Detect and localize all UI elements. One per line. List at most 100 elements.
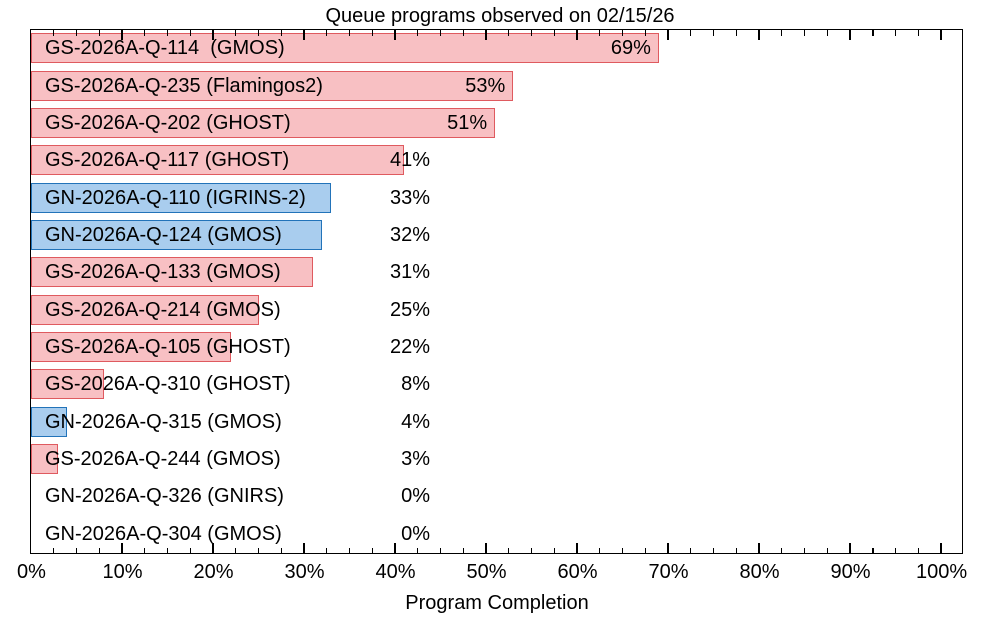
x-axis-tick — [326, 30, 328, 36]
x-axis-tick — [417, 547, 419, 553]
x-axis-tick — [712, 30, 715, 36]
x-axis-tick — [348, 30, 351, 36]
x-axis-tick — [235, 30, 237, 36]
x-axis-tick — [303, 30, 305, 40]
x-axis-tick — [803, 30, 806, 36]
x-axis-tick — [326, 547, 328, 553]
value-label: 0% — [401, 522, 430, 545]
x-axis-tick — [166, 30, 169, 36]
x-axis-tick — [826, 30, 828, 36]
x-axis-label: Program Completion — [405, 592, 589, 614]
x-axis-tick — [280, 30, 282, 36]
value-label: 41% — [389, 149, 430, 172]
bar — [31, 107, 496, 138]
x-axis-tick — [280, 547, 282, 553]
x-axis-tick — [576, 543, 578, 553]
x-axis-tick — [872, 547, 874, 553]
x-axis-tick — [644, 547, 646, 553]
value-label: 4% — [401, 410, 430, 433]
x-axis-tick — [644, 30, 646, 36]
x-axis-tick — [462, 30, 464, 36]
x-axis-tick — [485, 543, 487, 553]
x-axis-tick — [599, 547, 601, 553]
x-axis-tick — [576, 30, 578, 40]
x-axis-tick — [121, 543, 123, 553]
value-label: 53% — [465, 74, 506, 97]
x-axis-tick — [781, 547, 783, 553]
bar-label: GS-2026A-Q-117 (GHOST) — [45, 149, 290, 172]
bar-label: GS-2026A-Q-310 (GHOST) — [45, 373, 291, 396]
x-axis-tick — [485, 30, 487, 40]
x-axis-tick — [735, 30, 737, 36]
x-axis-tick — [553, 30, 555, 36]
x-axis-tick — [621, 547, 624, 553]
x-axis-tick — [803, 547, 806, 553]
value-label: 8% — [401, 373, 430, 396]
x-axis-tick — [462, 547, 464, 553]
bar — [31, 145, 405, 176]
x-axis-tick — [690, 30, 692, 36]
x-axis-tick — [530, 30, 533, 36]
value-label: 69% — [610, 37, 651, 60]
x-axis-tick — [894, 547, 897, 553]
chart-title: Queue programs observed on 02/15/26 — [325, 5, 675, 27]
x-axis-tick — [257, 547, 260, 553]
x-axis-tick — [781, 30, 783, 36]
x-axis-tick — [53, 30, 55, 36]
value-label: 22% — [389, 336, 430, 359]
value-label: 33% — [389, 186, 430, 209]
bar-label: GS-2026A-Q-235 (Flamingos2) — [45, 74, 323, 97]
bar — [31, 70, 514, 101]
x-axis-tick — [144, 30, 146, 36]
bar-label: GN-2026A-Q-124 (GMOS) — [45, 223, 282, 246]
bar-label: GN-2026A-Q-304 (GMOS) — [45, 522, 282, 545]
x-axis-tick — [371, 547, 373, 553]
bar — [31, 182, 332, 213]
x-axis-tick — [75, 547, 78, 553]
x-axis-tick — [758, 30, 760, 40]
x-axis-tick — [98, 547, 100, 553]
x-axis-tick-label: 20% — [193, 561, 234, 583]
x-axis-tick — [917, 547, 919, 553]
x-axis-tick — [826, 547, 828, 553]
bar-label: GS-2026A-Q-214 (GMOS) — [45, 298, 281, 321]
x-axis-tick — [849, 30, 851, 40]
x-axis-tick — [303, 543, 305, 553]
x-axis-tick — [439, 30, 442, 36]
x-axis-tick — [212, 30, 214, 40]
x-axis-tick — [166, 547, 169, 553]
value-label: 0% — [401, 485, 430, 508]
x-axis-tick — [257, 30, 260, 36]
x-axis-tick — [940, 543, 942, 553]
bar-label: GN-2026A-Q-326 (GNIRS) — [45, 485, 284, 508]
x-axis-tick — [712, 547, 715, 553]
x-axis-tick — [394, 30, 396, 40]
x-axis-tick — [121, 30, 123, 40]
x-axis-tick — [894, 30, 897, 36]
x-axis-tick — [508, 30, 510, 36]
bar — [31, 444, 59, 475]
x-axis-tick — [940, 30, 942, 40]
value-label: 31% — [389, 261, 430, 284]
x-axis-tick — [690, 547, 692, 553]
x-axis-tick — [508, 547, 510, 553]
x-axis-tick — [417, 30, 419, 36]
x-axis-tick — [553, 547, 555, 553]
value-label: 32% — [389, 223, 430, 246]
x-axis-tick — [235, 547, 237, 553]
value-label: 3% — [401, 448, 430, 471]
bar — [31, 406, 68, 437]
x-axis-tick — [75, 30, 78, 36]
bar-label: GS-2026A-Q-244 (GMOS) — [45, 448, 281, 471]
x-axis-tick — [667, 30, 669, 40]
x-axis-tick — [735, 547, 737, 553]
x-axis-tick — [371, 30, 373, 36]
x-axis-tick — [917, 30, 919, 36]
x-axis-tick — [530, 547, 533, 553]
x-axis-tick — [212, 543, 214, 553]
x-axis-tick — [189, 30, 191, 36]
x-axis-tick — [758, 543, 760, 553]
x-axis-tick-label: 30% — [284, 561, 325, 583]
bar — [31, 332, 232, 363]
